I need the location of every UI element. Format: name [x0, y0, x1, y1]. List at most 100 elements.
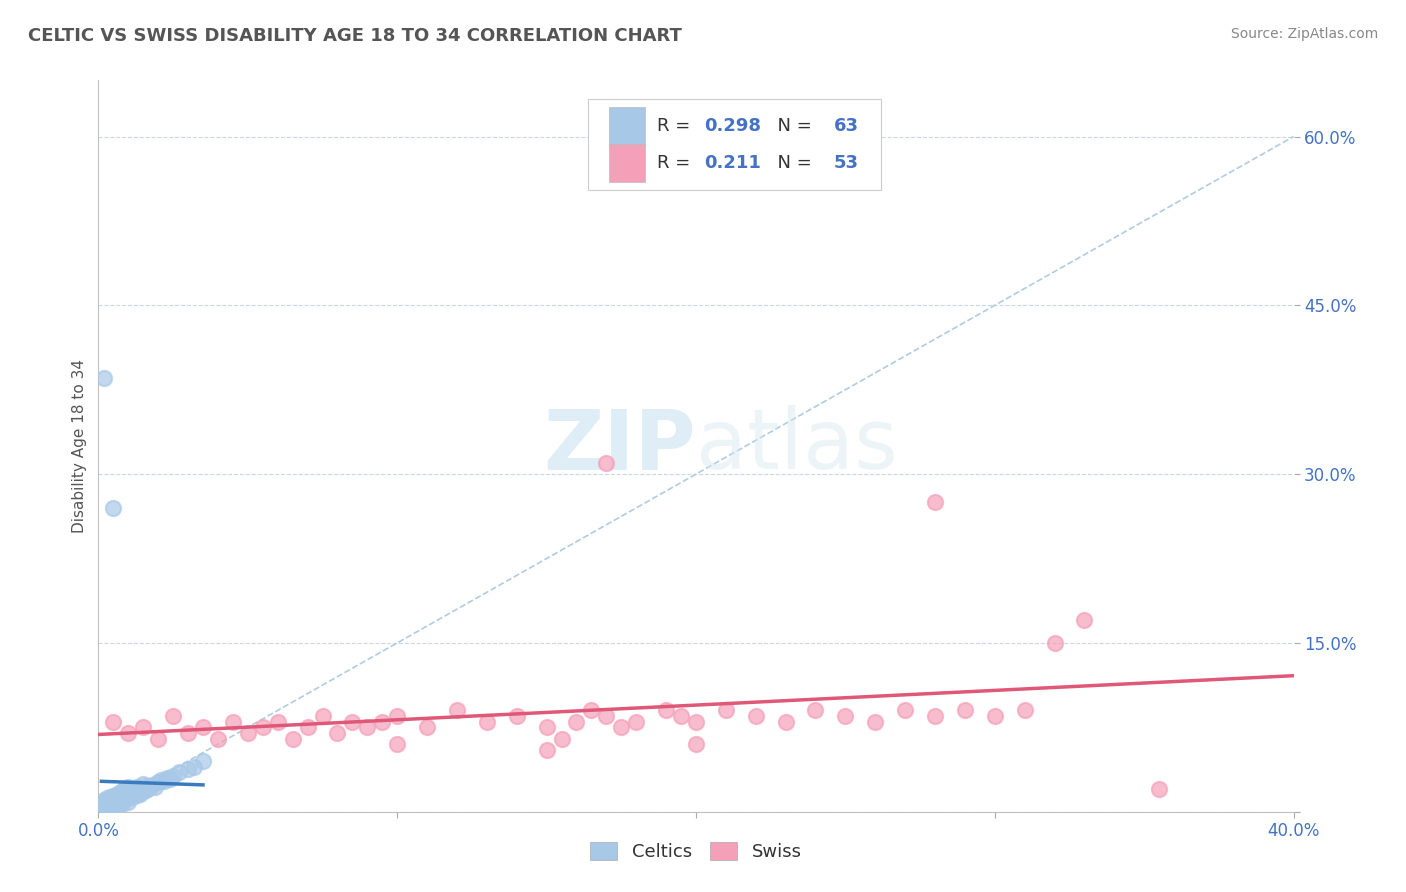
- Text: R =: R =: [657, 153, 702, 172]
- Point: [141, 778, 163, 792]
- Point: [105, 792, 128, 806]
- Point: [252, 720, 274, 734]
- Point: [536, 720, 558, 734]
- FancyBboxPatch shape: [609, 107, 644, 145]
- Point: [132, 784, 155, 798]
- Text: atlas: atlas: [696, 406, 897, 486]
- Point: [311, 709, 333, 723]
- Point: [626, 714, 648, 729]
- Point: [103, 500, 125, 515]
- Point: [105, 796, 128, 810]
- Point: [385, 709, 409, 723]
- Point: [105, 799, 128, 814]
- Point: [108, 786, 131, 800]
- Point: [103, 801, 125, 815]
- Point: [111, 784, 134, 798]
- Text: N =: N =: [766, 153, 818, 172]
- Point: [236, 726, 259, 740]
- Point: [132, 776, 155, 790]
- Point: [162, 709, 184, 723]
- Point: [191, 754, 214, 768]
- Point: [114, 782, 136, 797]
- Point: [96, 796, 118, 810]
- Point: [685, 737, 707, 751]
- Point: [804, 703, 827, 717]
- Legend: Celtics, Swiss: Celtics, Swiss: [583, 835, 808, 869]
- Point: [111, 793, 134, 807]
- Point: [120, 784, 142, 798]
- Point: [714, 703, 737, 717]
- Point: [135, 779, 157, 793]
- Point: [93, 801, 115, 815]
- Point: [326, 726, 349, 740]
- Point: [90, 796, 112, 810]
- Point: [162, 769, 184, 783]
- Point: [98, 797, 122, 812]
- Point: [183, 760, 205, 774]
- Point: [342, 714, 364, 729]
- Point: [1147, 782, 1170, 797]
- Point: [1043, 636, 1066, 650]
- Point: [385, 737, 409, 751]
- Point: [222, 714, 245, 729]
- Text: Source: ZipAtlas.com: Source: ZipAtlas.com: [1230, 27, 1378, 41]
- Text: 0.211: 0.211: [704, 153, 761, 172]
- Point: [446, 703, 468, 717]
- Point: [98, 800, 122, 814]
- Point: [865, 714, 887, 729]
- Point: [143, 780, 166, 794]
- Point: [595, 709, 617, 723]
- Point: [356, 720, 378, 734]
- Point: [297, 720, 319, 734]
- Point: [834, 709, 856, 723]
- Point: [93, 793, 115, 807]
- Point: [924, 495, 946, 509]
- Point: [150, 773, 173, 788]
- Point: [117, 791, 139, 805]
- Point: [117, 795, 139, 809]
- Point: [156, 771, 179, 785]
- Point: [610, 720, 633, 734]
- Point: [132, 720, 155, 734]
- Point: [129, 782, 152, 797]
- Point: [127, 780, 149, 794]
- Point: [775, 714, 797, 729]
- Text: CELTIC VS SWISS DISABILITY AGE 18 TO 34 CORRELATION CHART: CELTIC VS SWISS DISABILITY AGE 18 TO 34 …: [28, 27, 682, 45]
- Point: [416, 720, 439, 734]
- Point: [93, 371, 115, 385]
- Point: [565, 714, 588, 729]
- Point: [669, 709, 692, 723]
- Point: [135, 783, 157, 797]
- Point: [1014, 703, 1036, 717]
- FancyBboxPatch shape: [589, 99, 882, 190]
- Point: [536, 743, 558, 757]
- Point: [96, 799, 118, 814]
- Point: [177, 726, 200, 740]
- Point: [114, 788, 136, 802]
- Point: [124, 789, 146, 803]
- FancyBboxPatch shape: [609, 144, 644, 182]
- Point: [103, 714, 125, 729]
- Point: [148, 775, 170, 789]
- Point: [550, 731, 572, 746]
- Point: [98, 793, 122, 807]
- Point: [167, 765, 190, 780]
- Point: [103, 797, 125, 811]
- Point: [124, 782, 146, 797]
- Text: N =: N =: [766, 117, 818, 135]
- Point: [191, 720, 214, 734]
- Point: [96, 797, 118, 811]
- Point: [984, 709, 1007, 723]
- Point: [111, 797, 134, 811]
- Point: [267, 714, 290, 729]
- Point: [93, 797, 115, 812]
- Point: [159, 772, 181, 786]
- Point: [281, 731, 304, 746]
- Text: R =: R =: [657, 117, 696, 135]
- Point: [745, 709, 768, 723]
- Point: [148, 731, 170, 746]
- Point: [103, 793, 125, 807]
- Y-axis label: Disability Age 18 to 34: Disability Age 18 to 34: [72, 359, 87, 533]
- Point: [894, 703, 917, 717]
- Point: [506, 709, 529, 723]
